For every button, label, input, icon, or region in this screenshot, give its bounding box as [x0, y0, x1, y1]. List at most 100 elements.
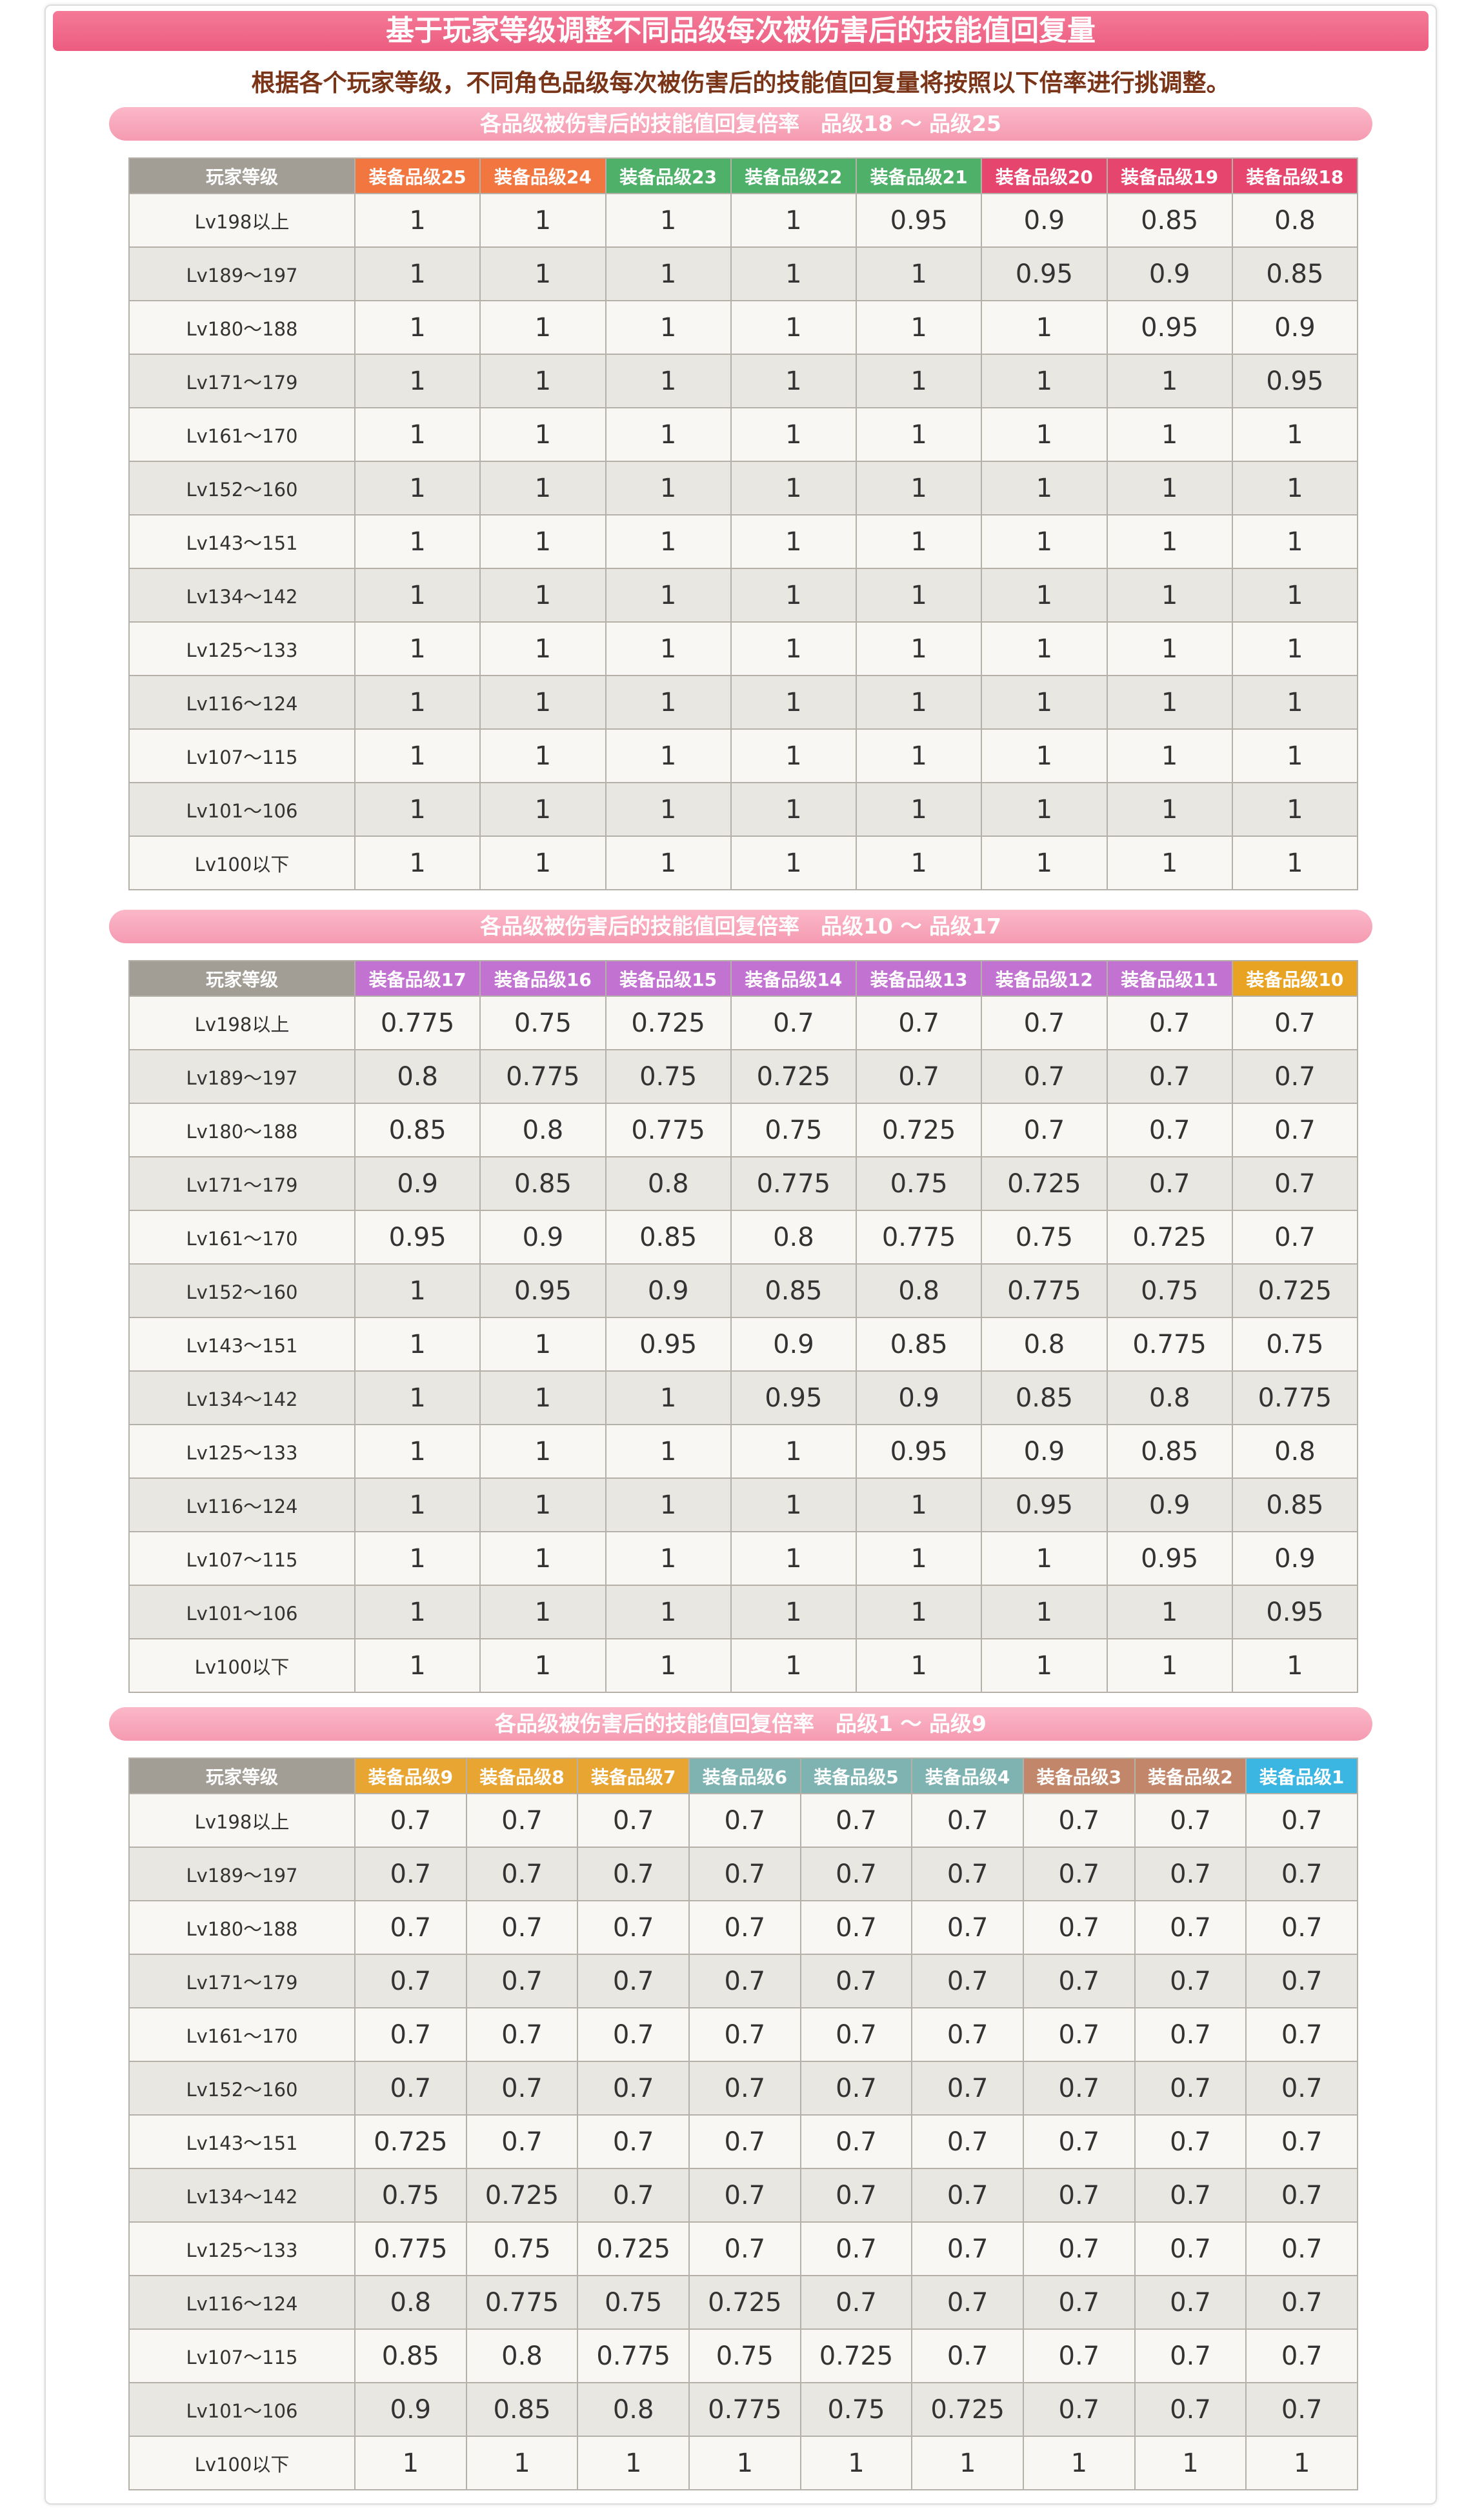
value-cell: 0.725: [578, 2223, 690, 2276]
value-cell: 0.7: [1024, 2330, 1136, 2383]
value-cell: 0.7: [801, 1901, 913, 1955]
value-cell: 1: [481, 1425, 607, 1479]
level-cell: Lv134～142: [130, 2169, 356, 2223]
value-cell: 1: [1232, 623, 1358, 676]
level-cell: Lv125～133: [130, 623, 356, 676]
value-cell: 1: [857, 569, 983, 623]
value-cell: 0.7: [982, 1050, 1108, 1104]
value-cell: 1: [481, 301, 607, 355]
value-cell: 0.7: [1024, 2223, 1136, 2276]
column-header: 装备品级9: [356, 1759, 467, 1794]
value-cell: 1: [1247, 2437, 1358, 2490]
value-cell: 1: [481, 194, 607, 248]
column-header: 装备品级6: [690, 1759, 801, 1794]
value-cell: 1: [982, 516, 1108, 569]
value-cell: 1: [606, 676, 732, 730]
value-cell: 0.7: [801, 2223, 913, 2276]
value-cell: 1: [982, 730, 1108, 783]
value-cell: 0.7: [801, 1848, 913, 1901]
value-cell: 1: [356, 1532, 481, 1586]
value-cell: 1: [1232, 783, 1358, 837]
value-cell: 0.7: [1247, 1901, 1358, 1955]
value-cell: 1: [982, 676, 1108, 730]
value-cell: 0.7: [356, 1848, 467, 1901]
value-cell: 1: [606, 301, 732, 355]
value-cell: 0.7: [801, 1955, 913, 2008]
value-cell: 0.7: [912, 2223, 1024, 2276]
value-cell: 0.7: [1024, 1794, 1136, 1848]
level-cell: Lv152～160: [130, 2062, 356, 2116]
value-cell: 1: [731, 408, 857, 462]
value-cell: 0.7: [1247, 2276, 1358, 2330]
value-cell: 0.7: [1247, 2116, 1358, 2169]
value-cell: 0.7: [982, 997, 1108, 1050]
value-cell: 0.775: [356, 2223, 467, 2276]
value-cell: 0.75: [1232, 1318, 1358, 1372]
value-cell: 1: [356, 676, 481, 730]
value-cell: 0.7: [1135, 1848, 1247, 1901]
value-cell: 1: [481, 623, 607, 676]
value-cell: 0.775: [578, 2330, 690, 2383]
value-cell: 0.9: [857, 1372, 983, 1425]
value-cell: 0.7: [356, 2008, 467, 2062]
value-cell: 0.7: [356, 1794, 467, 1848]
value-cell: 1: [356, 194, 481, 248]
value-cell: 1: [466, 2437, 579, 2490]
column-header: 装备品级17: [356, 961, 481, 997]
value-cell: 1: [731, 516, 857, 569]
value-cell: 0.9: [1107, 248, 1233, 301]
value-cell: 0.7: [801, 2008, 913, 2062]
value-cell: 0.7: [1024, 1848, 1136, 1901]
value-cell: 0.7: [1107, 1050, 1233, 1104]
level-cell: Lv143～151: [130, 1318, 356, 1372]
value-cell: 1: [1107, 623, 1233, 676]
value-cell: 0.7: [1135, 1955, 1247, 2008]
value-cell: 1: [481, 1479, 607, 1532]
value-cell: 1: [731, 676, 857, 730]
value-cell: 1: [1107, 516, 1233, 569]
value-cell: 1: [857, 408, 983, 462]
value-cell: 1: [1107, 355, 1233, 408]
value-cell: 0.7: [1024, 1955, 1136, 2008]
value-cell: 0.95: [857, 1425, 983, 1479]
value-cell: 0.85: [466, 2383, 579, 2437]
value-cell: 1: [356, 1586, 481, 1639]
value-cell: 0.775: [982, 1265, 1108, 1318]
value-cell: 1: [731, 783, 857, 837]
level-cell: Lv134～142: [130, 569, 356, 623]
level-header: 玩家等级: [130, 159, 356, 194]
section-heading: 各品级被伤害后的技能值回复倍率 品级1 ～ 品级9: [109, 1707, 1372, 1741]
value-cell: 0.7: [466, 2008, 579, 2062]
value-cell: 0.7: [1135, 1901, 1247, 1955]
value-cell: 0.725: [606, 997, 732, 1050]
value-cell: 0.7: [466, 2062, 579, 2116]
level-cell: Lv198以上: [130, 194, 356, 248]
level-cell: Lv198以上: [130, 1794, 356, 1848]
column-header: 装备品级8: [466, 1759, 579, 1794]
value-cell: 0.7: [578, 2169, 690, 2223]
column-header: 装备品级2: [1135, 1759, 1247, 1794]
level-cell: Lv101～106: [130, 783, 356, 837]
value-cell: 1: [481, 1586, 607, 1639]
value-cell: 0.8: [1232, 1425, 1358, 1479]
value-cell: 1: [857, 1532, 983, 1586]
value-cell: 1: [982, 837, 1108, 890]
value-cell: 0.75: [466, 2223, 579, 2276]
value-cell: 0.95: [857, 194, 983, 248]
value-cell: 0.7: [912, 2116, 1024, 2169]
value-cell: 1: [481, 569, 607, 623]
column-header: 装备品级4: [912, 1759, 1024, 1794]
value-cell: 0.95: [1232, 355, 1358, 408]
value-cell: 0.85: [356, 1104, 481, 1157]
value-cell: 1: [606, 1639, 732, 1693]
value-cell: 0.775: [606, 1104, 732, 1157]
level-cell: Lv161～170: [130, 1211, 356, 1265]
value-cell: 1: [356, 408, 481, 462]
value-cell: 1: [690, 2437, 801, 2490]
value-cell: 0.7: [578, 1901, 690, 1955]
value-cell: 0.75: [1107, 1265, 1233, 1318]
value-cell: 0.95: [731, 1372, 857, 1425]
value-cell: 0.7: [1232, 1104, 1358, 1157]
value-cell: 0.7: [912, 1955, 1024, 2008]
